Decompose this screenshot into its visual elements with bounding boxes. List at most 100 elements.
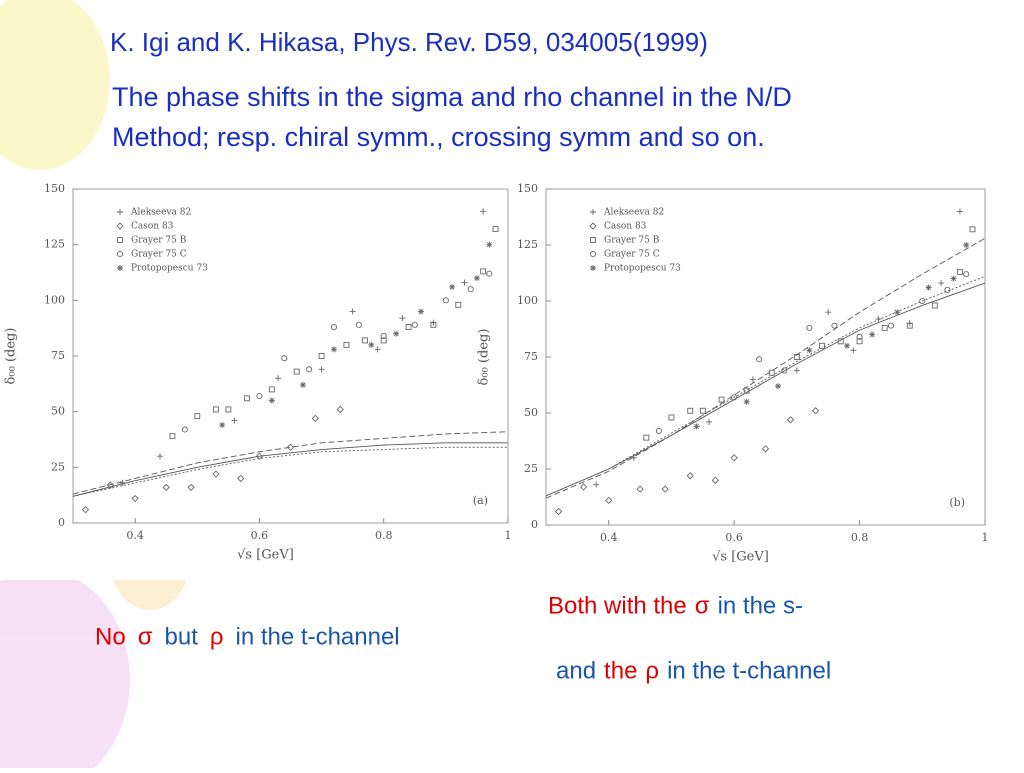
data-point bbox=[775, 383, 782, 390]
data-point bbox=[718, 396, 725, 403]
data-point bbox=[781, 367, 788, 374]
caption-text: σ bbox=[695, 592, 710, 619]
data-point bbox=[605, 496, 613, 504]
figure-background bbox=[0, 180, 1000, 580]
y-tick-label: 75 bbox=[51, 349, 65, 362]
data-point bbox=[237, 474, 245, 483]
data-point bbox=[950, 275, 957, 282]
model-curve bbox=[72, 431, 509, 495]
data-point bbox=[362, 337, 369, 344]
y-tick-label: 100 bbox=[44, 293, 65, 306]
data-point bbox=[590, 237, 596, 243]
data-point bbox=[699, 407, 706, 414]
data-point bbox=[455, 301, 462, 308]
data-point bbox=[255, 452, 264, 460]
data-point bbox=[181, 426, 188, 433]
data-point bbox=[162, 483, 170, 492]
data-point bbox=[643, 434, 650, 441]
data-point bbox=[963, 242, 970, 248]
caption-text: ρ bbox=[210, 623, 224, 650]
data-point bbox=[806, 324, 813, 331]
caption-text: in the t-channel bbox=[236, 623, 400, 650]
data-point bbox=[116, 222, 124, 230]
x-tick-label: 0.6 bbox=[725, 531, 743, 544]
data-point bbox=[906, 322, 913, 329]
data-point bbox=[212, 406, 219, 413]
data-point bbox=[343, 341, 350, 348]
y-tick-label: 50 bbox=[51, 405, 65, 418]
data-point bbox=[119, 479, 126, 486]
data-point bbox=[938, 280, 945, 287]
data-point bbox=[355, 321, 362, 328]
data-point bbox=[106, 481, 114, 489]
legend-label: Grayer 75 B bbox=[131, 236, 187, 246]
data-point bbox=[480, 268, 487, 275]
data-point bbox=[117, 237, 123, 243]
data-point bbox=[411, 321, 418, 328]
data-point bbox=[706, 418, 713, 425]
y-tick-label: 100 bbox=[517, 294, 538, 307]
data-point bbox=[473, 275, 480, 282]
data-point bbox=[881, 324, 888, 331]
model-curve bbox=[545, 275, 986, 497]
data-point bbox=[293, 368, 300, 375]
data-point bbox=[590, 265, 596, 271]
data-point bbox=[590, 209, 596, 215]
data-point bbox=[393, 330, 400, 337]
data-point bbox=[963, 271, 970, 278]
x-tick-label: 0.6 bbox=[251, 529, 269, 542]
data-point bbox=[786, 416, 795, 424]
data-point bbox=[931, 302, 938, 309]
data-point bbox=[969, 226, 976, 233]
caption-text: No bbox=[95, 623, 126, 650]
data-point bbox=[894, 309, 901, 316]
data-point bbox=[856, 338, 863, 345]
data-point bbox=[117, 209, 123, 215]
data-point bbox=[225, 406, 232, 413]
data-point bbox=[467, 286, 474, 293]
caption-text: in the t-channel bbox=[667, 657, 831, 684]
legend-label: Protopopescu 73 bbox=[604, 264, 681, 274]
data-point bbox=[761, 445, 770, 453]
model-curve bbox=[545, 237, 986, 499]
x-tick-label: 1 bbox=[982, 531, 989, 544]
data-point bbox=[157, 453, 163, 460]
x-tick-label: 0.8 bbox=[851, 531, 869, 544]
data-point bbox=[686, 472, 694, 480]
panel-label: (b) bbox=[949, 496, 965, 509]
data-point bbox=[486, 270, 493, 277]
data-point bbox=[579, 483, 588, 491]
x-axis-label: √s [GeV] bbox=[712, 550, 769, 565]
y-axis-label: δ₀₀ (deg) bbox=[477, 329, 492, 386]
data-point bbox=[194, 413, 201, 420]
y-tick-label: 125 bbox=[44, 238, 65, 251]
data-point bbox=[187, 483, 195, 492]
data-point bbox=[593, 481, 600, 488]
data-point bbox=[793, 354, 800, 360]
caption-text: but bbox=[165, 623, 199, 650]
model-curve bbox=[72, 442, 508, 497]
caption-text: and bbox=[556, 657, 596, 684]
data-point bbox=[169, 433, 176, 440]
data-point bbox=[449, 283, 456, 290]
data-point bbox=[856, 333, 863, 340]
data-point bbox=[81, 506, 90, 514]
data-point bbox=[743, 387, 750, 394]
x-tick-label: 0.4 bbox=[600, 531, 618, 544]
data-point bbox=[589, 250, 597, 258]
data-point bbox=[461, 279, 468, 286]
legend-label: Cason 83 bbox=[604, 222, 647, 232]
data-point bbox=[636, 485, 644, 493]
legend-label: Grayer 75 C bbox=[131, 250, 187, 260]
y-tick-label: 25 bbox=[51, 460, 65, 473]
caption-text: Both with the bbox=[548, 592, 687, 619]
data-point bbox=[368, 341, 375, 348]
data-point bbox=[869, 331, 876, 338]
model-curve bbox=[72, 446, 508, 497]
data-point bbox=[730, 454, 738, 462]
data-point bbox=[793, 367, 800, 374]
caption-text: ρ bbox=[645, 657, 659, 684]
data-point bbox=[831, 322, 838, 329]
caption-text: σ bbox=[138, 623, 153, 650]
